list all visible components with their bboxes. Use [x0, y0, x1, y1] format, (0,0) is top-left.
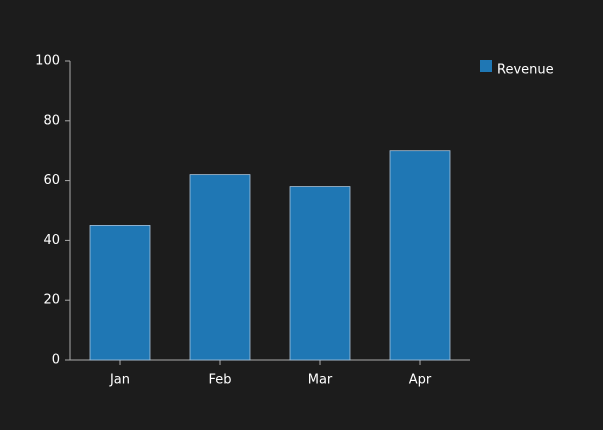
- y-tick-label: 80: [43, 113, 60, 128]
- y-tick-label: 40: [43, 233, 60, 248]
- y-tick-label: 100: [35, 54, 60, 69]
- x-tick-label: Jan: [109, 373, 130, 388]
- legend-swatch: [480, 60, 492, 72]
- y-tick-label: 0: [52, 353, 60, 368]
- legend-label: Revenue: [497, 63, 554, 78]
- y-tick-label: 20: [43, 293, 60, 308]
- bar: [189, 174, 251, 361]
- bar: [289, 186, 351, 361]
- x-tick-label: Feb: [208, 373, 231, 388]
- y-tick-label: 60: [43, 173, 60, 188]
- x-tick-label: Mar: [308, 373, 333, 388]
- x-tick-label: Apr: [409, 373, 432, 388]
- bar: [389, 150, 451, 361]
- bar: [89, 225, 151, 361]
